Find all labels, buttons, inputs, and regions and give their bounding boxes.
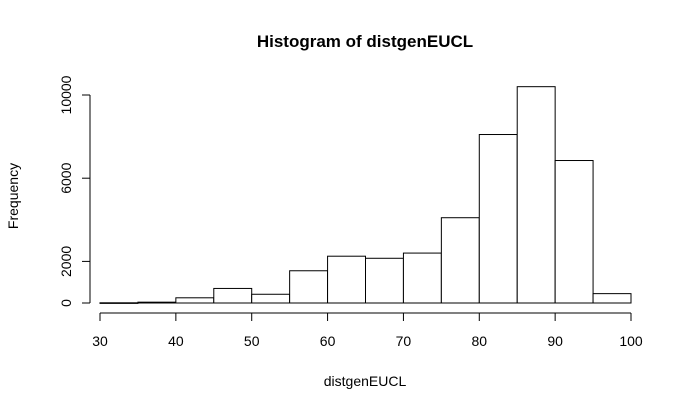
x-tick-label-40: 40 — [168, 333, 184, 349]
x-tick-label-30: 30 — [92, 333, 108, 349]
histogram-bar-90-95 — [554, 160, 594, 304]
x-tick-label-80: 80 — [471, 333, 487, 349]
x-axis: 30 40 50 60 70 80 90 100 — [92, 312, 643, 349]
y-tick-label-10000: 10000 — [58, 75, 74, 114]
chart-title: Histogram of distgenEUCL — [257, 32, 473, 51]
x-tick-label-90: 90 — [547, 333, 563, 349]
histogram-bar-60-65 — [327, 255, 367, 304]
x-axis-label: distgenEUCL — [324, 373, 407, 389]
histogram-bar-95-100 — [592, 293, 632, 304]
histogram-bar-35-40 — [137, 301, 177, 304]
histogram-bar-75-80 — [440, 217, 480, 304]
histogram-bar-80-85 — [478, 134, 518, 304]
histogram-bar-70-75 — [402, 252, 442, 304]
histogram-bar-85-90 — [516, 86, 556, 304]
histogram-bar-55-60 — [289, 270, 329, 304]
y-tick-label-0: 0 — [58, 299, 74, 307]
x-tick-label-60: 60 — [320, 333, 336, 349]
histogram-bar-45-50 — [213, 287, 253, 304]
y-tick-label-2000: 2000 — [58, 246, 74, 277]
bars-group — [99, 86, 632, 304]
x-tick-label-100: 100 — [619, 333, 643, 349]
y-axis: 0 2000 6000 10000 — [58, 75, 91, 307]
x-tick-label-70: 70 — [396, 333, 412, 349]
histogram-bar-50-55 — [251, 293, 291, 304]
histogram-bar-40-45 — [175, 297, 215, 304]
histogram-bar-65-70 — [365, 257, 404, 304]
histogram-bar-30-35 — [99, 302, 139, 304]
y-axis-label: Frequency — [5, 163, 21, 229]
y-tick-label-6000: 6000 — [58, 162, 74, 193]
x-tick-label-50: 50 — [244, 333, 260, 349]
